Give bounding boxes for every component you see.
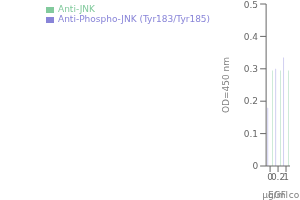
svg-text:0.3: 0.3 bbox=[244, 64, 258, 74]
svg-text:0.4: 0.4 bbox=[244, 32, 259, 42]
svg-text:μg/ml: μg/ml bbox=[262, 190, 288, 200]
svg-text:1: 1 bbox=[283, 172, 289, 182]
svg-text:0.2: 0.2 bbox=[244, 96, 258, 106]
svg-text:OD=450 nm: OD=450 nm bbox=[221, 57, 231, 113]
svg-text:0.5: 0.5 bbox=[244, 0, 258, 10]
svg-text:0.1: 0.1 bbox=[244, 129, 258, 139]
svg-text:0: 0 bbox=[252, 161, 258, 171]
html-text:Anti-JNK: Anti-JNK bbox=[58, 4, 95, 14]
html-text:Anti-Phospho-JNK (Tyr183/Tyr18: Anti-Phospho-JNK (Tyr183/Tyr185) bbox=[58, 14, 211, 24]
svg-text:0.2: 0.2 bbox=[270, 172, 286, 183]
